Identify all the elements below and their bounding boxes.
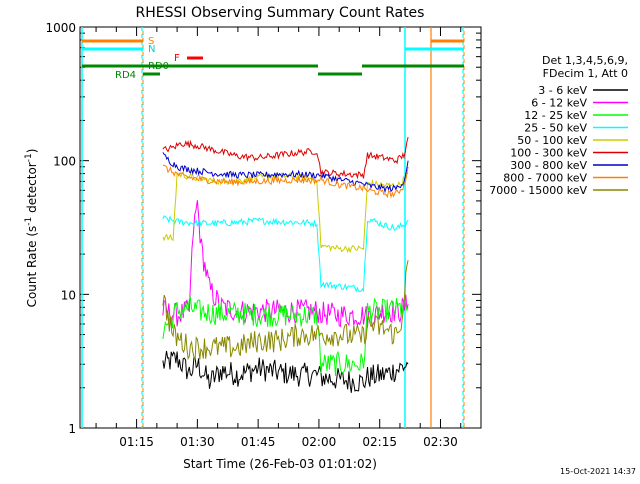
flag-label-n: N	[148, 44, 155, 55]
series-line	[162, 136, 409, 180]
legend-label: 3 - 6 keV	[538, 84, 587, 97]
y-tick-label: 10	[61, 288, 76, 302]
legend-label: 12 - 25 keV	[524, 109, 587, 122]
flag-label-s: S	[148, 36, 154, 47]
y-tick-label: 100	[53, 155, 76, 169]
x-tick-label: 02:00	[302, 435, 337, 449]
x-tick-label: 01:45	[241, 435, 276, 449]
series-line	[162, 152, 409, 194]
series-line	[162, 260, 409, 360]
x-axis-label: Start Time (26-Feb-03 01:01:02)	[183, 457, 377, 471]
flag-label-rd0: RD0	[148, 61, 169, 72]
x-axis: 01:15 01:30 01:45 02:00 02:15 02:30	[95, 27, 482, 449]
legend-label: 25 - 50 keV	[524, 122, 587, 135]
y-tick-label: 1000	[45, 21, 76, 35]
time-markers	[81, 27, 465, 428]
series-line	[162, 171, 409, 254]
legend-label: 7000 - 15000 keV	[489, 184, 587, 197]
y-axis-label: Count Rate (s-1 detector-1)	[24, 149, 39, 308]
legend-header-1: Det 1,3,4,5,6,9,	[542, 54, 628, 67]
series-line	[162, 164, 409, 199]
x-tick-label: 01:30	[180, 435, 215, 449]
legend-header-2: FDecim 1, Att 0	[543, 67, 628, 80]
series-line	[162, 215, 409, 293]
x-tick-label: 02:30	[423, 435, 458, 449]
y-axis: 1 10 100 1000	[45, 21, 481, 436]
x-tick-label: 02:15	[362, 435, 397, 449]
legend-label: 300 - 800 keV	[510, 159, 587, 172]
legend-label: 6 - 12 keV	[531, 97, 587, 110]
legend-label: 800 - 7000 keV	[503, 172, 587, 185]
flag-label-rd4: RD4	[115, 70, 136, 81]
series-line	[162, 350, 409, 393]
flag-bars	[82, 39, 464, 76]
timestamp: 15-Oct-2021 14:37	[560, 467, 636, 476]
series-line	[162, 200, 409, 328]
x-tick-label: 01:15	[119, 435, 154, 449]
flag-label-f: F	[174, 53, 180, 64]
series-group	[162, 136, 409, 393]
legend-label: 50 - 100 keV	[517, 134, 587, 147]
legend-label: 100 - 300 keV	[510, 147, 587, 160]
chart-title: RHESSI Observing Summary Count Rates	[136, 5, 425, 21]
series-line	[162, 296, 409, 376]
y-tick-label: 1	[68, 422, 76, 436]
plot-frame	[79, 26, 482, 429]
